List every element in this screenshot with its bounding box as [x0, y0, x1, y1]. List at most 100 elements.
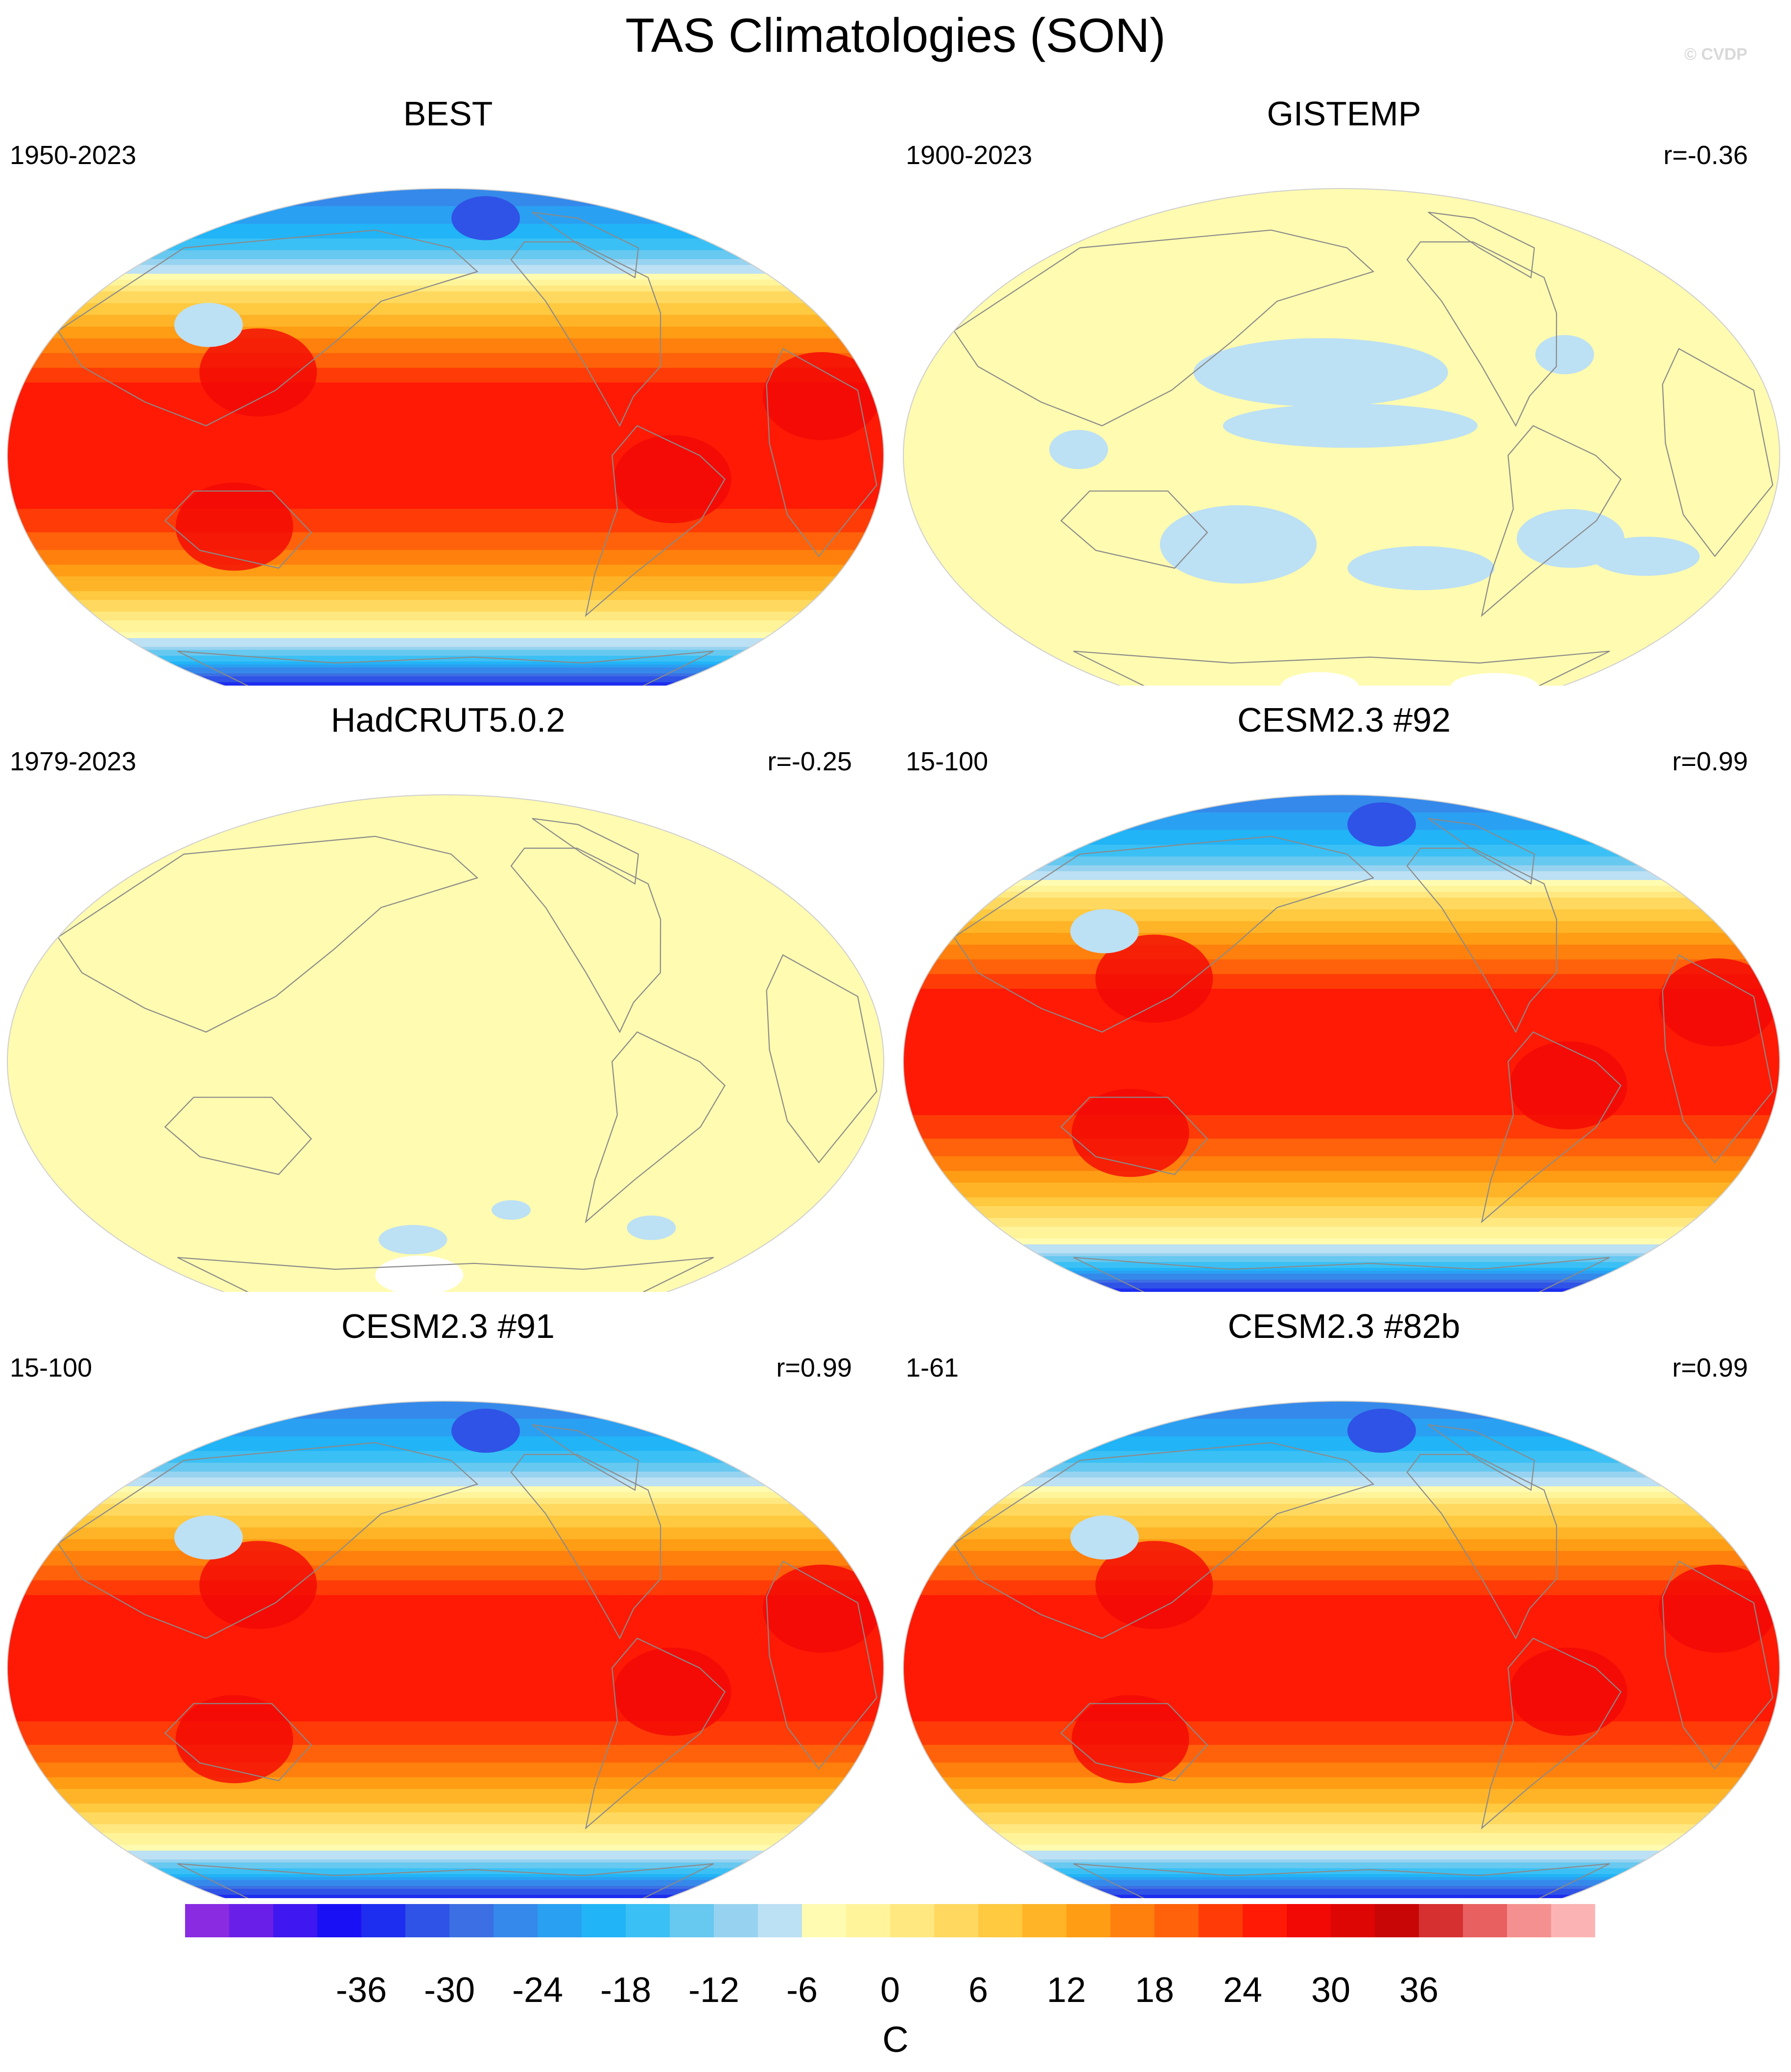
field-band: [903, 821, 1780, 825]
field-band: [7, 1607, 884, 1610]
field-band: [7, 1748, 884, 1751]
field-band: [903, 1586, 1780, 1590]
field-band: [7, 1804, 884, 1807]
field-band: [903, 968, 1780, 972]
warm-patch: [1095, 934, 1213, 1023]
field-band: [7, 341, 884, 345]
field-band: [903, 1133, 1780, 1136]
field-band: [903, 1701, 1780, 1704]
colorbar-swatch: [846, 1904, 890, 1937]
field-band: [7, 1704, 884, 1707]
colorbar-swatch: [185, 1904, 229, 1937]
field-band: [903, 1619, 1780, 1622]
field-band: [7, 1871, 884, 1875]
field-band: [903, 1466, 1780, 1469]
coastline: [766, 1560, 877, 1770]
field-band: [7, 400, 884, 404]
field-band: [903, 1668, 1780, 1672]
field-band: [903, 1642, 1780, 1645]
field-band: [7, 1404, 884, 1407]
field-band: [903, 1789, 1780, 1792]
field-band: [7, 309, 884, 312]
field-band: [7, 603, 884, 606]
field-band: [7, 644, 884, 647]
field-band: [7, 471, 884, 474]
field-band: [7, 556, 884, 559]
colorbar-tick-label: 36: [1399, 1971, 1438, 2010]
map-best: [7, 188, 884, 686]
field-band: [903, 1483, 1780, 1487]
field-band: [903, 1842, 1780, 1845]
map-hadcrut: [7, 794, 884, 1292]
field-band: [903, 1733, 1780, 1737]
field-band: [903, 1247, 1780, 1251]
field-band: [903, 924, 1780, 928]
field-band: [7, 1554, 884, 1557]
field-band: [903, 1660, 1780, 1663]
field-band: [903, 1871, 1780, 1875]
field-band: [7, 582, 884, 586]
field-band: [7, 1460, 884, 1463]
field-band: [7, 653, 884, 656]
field-band: [903, 1774, 1780, 1778]
field-band: [7, 1689, 884, 1692]
colorbar-swatch: [449, 1904, 494, 1937]
field-band: [903, 1197, 1780, 1201]
colorbar-tick-label: 18: [1135, 1971, 1174, 2010]
map-field: [7, 189, 884, 686]
field-band: [903, 1707, 1780, 1710]
field-band: [903, 1833, 1780, 1836]
field-band: [903, 1710, 1780, 1713]
warm-patch: [175, 482, 293, 571]
field-band: [903, 818, 1780, 822]
field-band: [903, 1259, 1780, 1262]
field-band: [903, 1760, 1780, 1763]
field-band: [7, 456, 884, 459]
field-band: [7, 359, 884, 362]
field-band: [903, 1663, 1780, 1666]
field-band: [903, 833, 1780, 836]
field-band: [903, 1598, 1780, 1601]
field-band: [7, 500, 884, 503]
field-band: [7, 609, 884, 612]
field-band: [903, 1886, 1780, 1889]
field-band: [7, 1727, 884, 1731]
field-band: [7, 1683, 884, 1687]
field-band: [7, 515, 884, 518]
panel-hadcrut: HadCRUT5.0.2 1979-2023 r=-0.25: [0, 606, 896, 1292]
field-band: [7, 541, 884, 545]
field-band: [903, 865, 1780, 869]
field-band: [903, 1533, 1780, 1537]
field-band: [903, 1042, 1780, 1045]
field-band: [903, 1018, 1780, 1022]
field-band: [903, 1009, 1780, 1013]
field-band: [903, 1654, 1780, 1657]
colorbar-swatch: [670, 1904, 714, 1937]
panel-period: 1900-2023: [906, 141, 1033, 170]
field-band: [903, 1745, 1780, 1748]
field-band: [7, 368, 884, 371]
field-band: [903, 1045, 1780, 1048]
field-band: [903, 1627, 1780, 1631]
field-band: [7, 1680, 884, 1684]
field-band: [7, 476, 884, 480]
field-band: [7, 1686, 884, 1690]
field-band: [903, 839, 1780, 842]
coastline: [1406, 241, 1557, 427]
field-band: [903, 1604, 1780, 1607]
colorbar-tick-label: 30: [1311, 1971, 1350, 2010]
field-anomaly-patch: [1049, 429, 1108, 469]
field-band: [7, 1874, 884, 1878]
field-band: [7, 1771, 884, 1775]
colorbar-swatch: [1331, 1904, 1375, 1937]
field-band: [7, 200, 884, 204]
field-band: [903, 1507, 1780, 1510]
colorbar-swatch: [978, 1904, 1022, 1937]
field-band: [903, 1253, 1780, 1257]
coastline: [510, 1453, 661, 1640]
field-band: [903, 1077, 1780, 1080]
field-band: [903, 1583, 1780, 1587]
field-band: [7, 465, 884, 468]
cold-patch: [174, 303, 243, 347]
field-band: [7, 1516, 884, 1519]
